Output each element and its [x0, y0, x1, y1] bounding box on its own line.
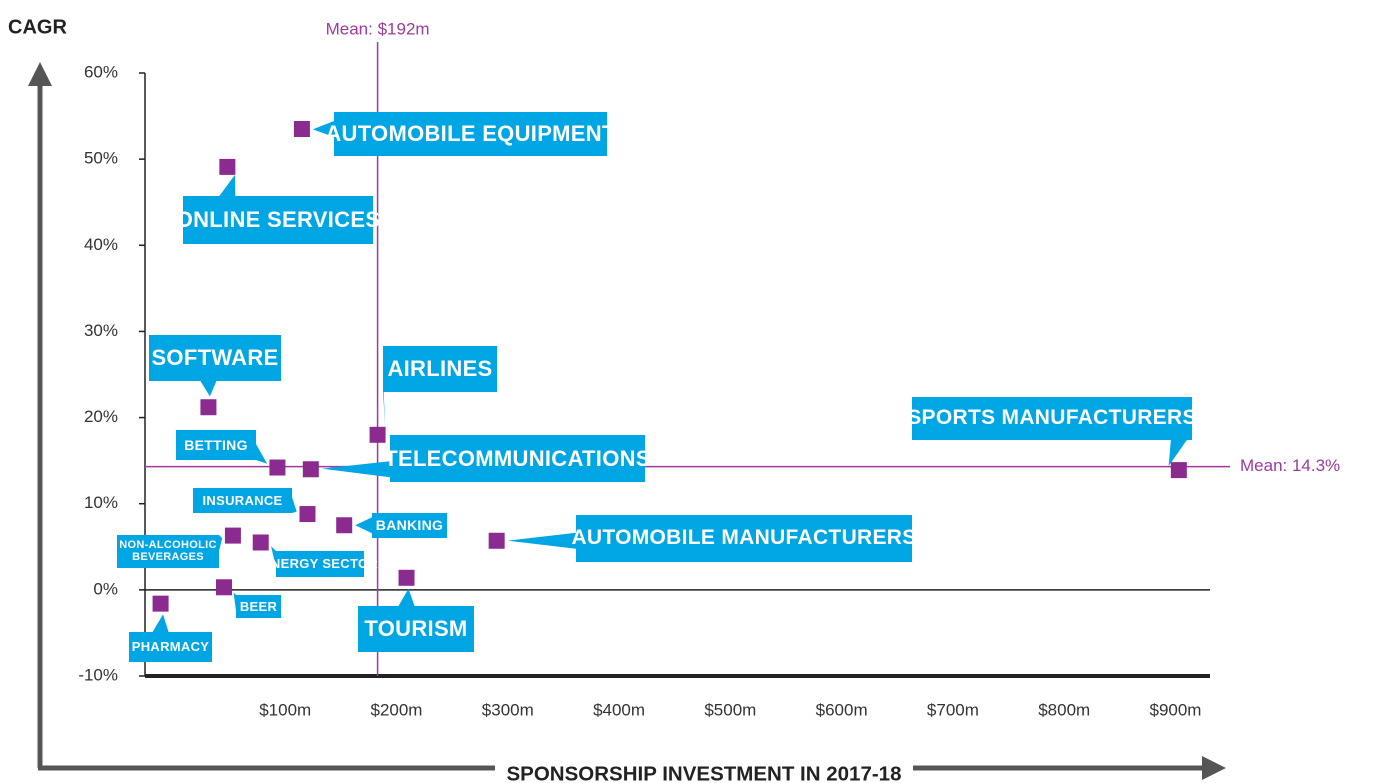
- callout-label: PHARMACY: [129, 632, 212, 662]
- callout-label: TELECOMMUNICATIONS: [384, 435, 650, 482]
- point: [369, 426, 386, 443]
- x-tick-label: $900m: [1149, 700, 1201, 719]
- point: [398, 569, 415, 586]
- callout-pointer: [271, 546, 276, 567]
- x-axis-title: SPONSORSHIP INVESTMENT IN 2017-18: [507, 763, 902, 783]
- y-tick-label: 10%: [84, 493, 118, 512]
- callout-label: AUTOMOBILE MANUFACTURERS: [571, 515, 916, 562]
- callout-pointer: [152, 614, 169, 632]
- x-tick-label: $300m: [482, 700, 534, 719]
- callout-label: SOFTWARE: [149, 335, 281, 381]
- mean-label-x: Mean: $192m: [326, 19, 430, 38]
- mean-label-y: Mean: 14.3%: [1240, 456, 1340, 475]
- callout-pointer: [312, 120, 334, 137]
- y-tick-label: 0%: [93, 579, 118, 598]
- point: [216, 579, 233, 596]
- callout-pointer: [1168, 440, 1187, 466]
- callout-pointer: [398, 588, 415, 606]
- y-tick-label: 50%: [84, 149, 118, 168]
- point: [219, 158, 236, 175]
- callout-pointer: [219, 535, 223, 551]
- x-tick-label: $100m: [259, 700, 311, 719]
- callout-label: AIRLINES: [383, 346, 497, 392]
- callout-label: BEER: [236, 595, 281, 618]
- y-tick-label: 20%: [84, 407, 118, 426]
- callout-label: INSURANCE: [193, 488, 292, 513]
- y-arrowhead: [28, 62, 52, 86]
- callout-label: ENERGY SECTOR: [262, 551, 378, 577]
- callout-label: SPORTS MANUFACTURERS: [907, 397, 1196, 440]
- x-tick-label: $400m: [593, 700, 645, 719]
- callout-pointer: [200, 381, 217, 397]
- callout-label: BANKING: [372, 513, 447, 538]
- x-tick-label: $500m: [704, 700, 756, 719]
- y-tick-label: 40%: [84, 235, 118, 254]
- point: [293, 120, 310, 137]
- point: [299, 506, 316, 523]
- point: [269, 459, 286, 476]
- point: [224, 527, 241, 544]
- point: [152, 595, 169, 612]
- callout-pointer: [355, 517, 372, 534]
- callout-pointer: [233, 592, 236, 611]
- x-tick-label: $600m: [816, 700, 868, 719]
- x-tick-label: $800m: [1038, 700, 1090, 719]
- y-tick-label: 30%: [84, 321, 118, 340]
- point: [200, 399, 217, 416]
- x-tick-label: $700m: [927, 700, 979, 719]
- y-tick-label: 60%: [84, 62, 118, 81]
- callout-pointer: [507, 532, 576, 549]
- point: [302, 461, 319, 478]
- point: [1170, 462, 1187, 479]
- callout-pointer: [292, 497, 297, 513]
- y-axis-title: CAGR: [8, 16, 67, 38]
- callout-label: AUTOMOBILE EQUIPMENT: [325, 112, 615, 156]
- callout-label: NON-ALCOHOLIC BEVERAGES: [117, 535, 219, 568]
- callout-label: TOURISM: [358, 606, 474, 652]
- callout-pointer: [219, 174, 236, 196]
- point: [252, 534, 269, 551]
- x-arrowhead: [1202, 756, 1226, 780]
- callout-label: ONLINE SERVICES: [176, 196, 380, 244]
- callout-pointer: [321, 461, 390, 478]
- x-tick-label: $200m: [370, 700, 422, 719]
- y-tick-label: -10%: [78, 665, 118, 684]
- callout-pointer: [256, 444, 268, 464]
- point: [488, 532, 505, 549]
- callout-label: BETTING: [176, 430, 256, 460]
- point: [336, 517, 353, 534]
